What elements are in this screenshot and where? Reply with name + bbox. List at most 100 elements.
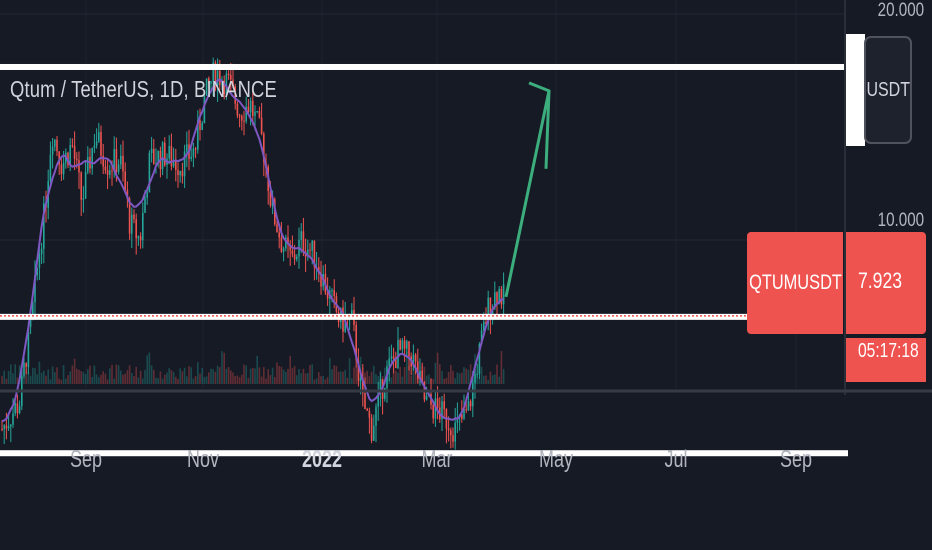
volume-bar	[293, 366, 296, 384]
volume-bar	[496, 364, 498, 384]
candle-body	[84, 171, 87, 199]
candle-body	[254, 111, 256, 116]
horizontal-levels[interactable]	[0, 34, 865, 457]
volume-bar	[458, 373, 461, 384]
candle-body	[14, 403, 16, 414]
volume-bar	[489, 371, 492, 384]
volume-bar	[95, 374, 98, 384]
volume-bar	[150, 365, 153, 384]
time-tick-may: May	[538, 446, 574, 473]
volume-bar	[355, 365, 357, 384]
volume-bar	[177, 378, 179, 384]
candle-body	[170, 146, 173, 167]
candle-body	[40, 248, 43, 255]
volume-bar	[500, 351, 503, 384]
volume-bar	[450, 365, 452, 384]
arrow-shaft	[504, 90, 551, 298]
candle-body	[161, 142, 164, 170]
candle-body	[135, 219, 137, 239]
volume-bar	[124, 373, 126, 384]
volume-bar	[390, 377, 393, 384]
candle-body	[311, 240, 313, 251]
time-tick-nov: Nov	[186, 446, 220, 473]
currency-button[interactable]: USDT	[864, 36, 912, 144]
volume-bar	[194, 376, 197, 384]
candle-body	[10, 424, 12, 427]
volume-bar	[32, 367, 34, 384]
candle-body	[133, 214, 135, 220]
candle-body	[230, 75, 232, 80]
candle-body	[201, 123, 203, 130]
volume-bar	[172, 372, 175, 384]
volume-bar	[414, 367, 417, 384]
volume-bar	[148, 352, 151, 384]
candle-body	[43, 203, 45, 249]
candle-body	[454, 422, 456, 442]
volume-bar	[502, 368, 505, 384]
candle-body	[260, 117, 263, 134]
volume-bar	[208, 372, 210, 384]
candle-body	[309, 249, 311, 251]
candle-body	[168, 146, 170, 159]
time-tick-sep: Sep	[69, 446, 103, 473]
candle-body	[164, 142, 166, 166]
candle-body	[366, 409, 368, 411]
symbol-price-label: QTUMUSDT	[747, 232, 843, 334]
candle-body	[131, 214, 133, 234]
volume-bar	[80, 371, 82, 384]
candle-body	[465, 409, 467, 411]
volume-bar	[406, 351, 408, 384]
volume-bar	[113, 378, 115, 384]
candle-body	[373, 425, 375, 441]
projection-arrow[interactable]	[504, 81, 551, 298]
volume-bar	[276, 362, 278, 384]
volume-bar	[14, 364, 16, 384]
volume-bar	[313, 379, 316, 384]
candle-body	[245, 106, 247, 122]
volume-bar	[243, 364, 245, 384]
candle-body	[258, 110, 261, 118]
volume-bar	[47, 369, 49, 384]
volume-bar	[425, 375, 428, 384]
candle-body	[58, 151, 60, 165]
volume-bar	[27, 372, 30, 384]
candle-body	[5, 425, 8, 429]
candle-body	[331, 290, 333, 292]
volume-bar	[291, 367, 294, 384]
volume-bar	[236, 375, 239, 384]
volume-bar	[348, 358, 351, 384]
candle-body	[282, 248, 285, 252]
moving-average-line	[1, 78, 504, 423]
candle-body	[148, 153, 151, 193]
candle-body	[227, 73, 230, 76]
volume-bar	[183, 367, 186, 384]
candle-body	[293, 254, 296, 260]
volume-bar	[179, 368, 181, 384]
candle-body	[463, 409, 465, 419]
candle-body	[181, 170, 184, 177]
candle-body	[175, 161, 177, 170]
volume-bar	[230, 370, 232, 384]
candle-body	[384, 388, 386, 399]
volume-bar	[5, 378, 8, 384]
volume-bars	[1, 351, 505, 384]
candle-body	[104, 166, 107, 171]
volume-bar	[199, 373, 201, 384]
volume-bar	[60, 379, 63, 384]
volume-bar	[109, 368, 111, 384]
volume-bar	[214, 371, 217, 384]
candle-body	[441, 401, 443, 420]
candle-body	[364, 393, 366, 410]
candle-body	[3, 425, 5, 430]
candle-body	[223, 80, 225, 95]
candle-body	[362, 378, 364, 394]
volume-bar	[245, 365, 247, 384]
candle-body	[395, 358, 397, 369]
candle-body	[25, 363, 27, 368]
candle-body	[414, 354, 417, 362]
candle-body	[485, 321, 487, 324]
volume-bar	[168, 368, 170, 384]
candle-body	[190, 156, 192, 159]
volume-bar	[375, 374, 377, 384]
